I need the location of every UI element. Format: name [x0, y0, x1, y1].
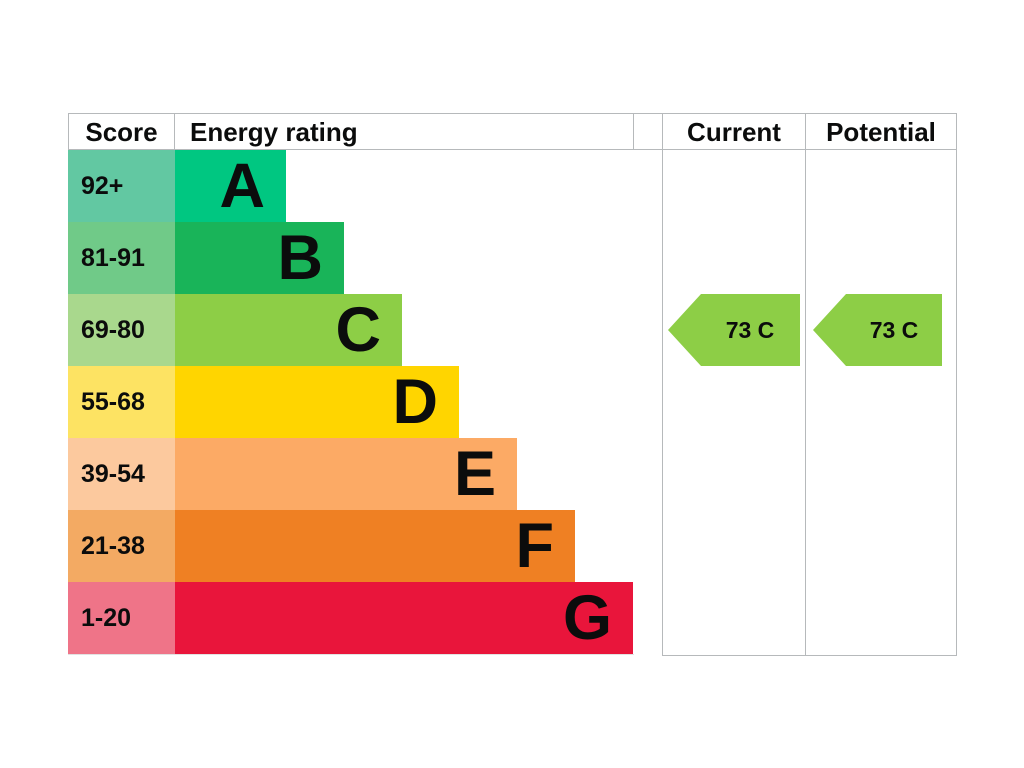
- chart-header-row: Score Energy rating Current Potential: [68, 113, 957, 150]
- header-gap: [634, 114, 662, 149]
- potential-column: [806, 150, 957, 656]
- current-column-header: Current: [662, 114, 806, 149]
- band-score-range-f: 21-38: [68, 510, 175, 582]
- current-column: [662, 150, 806, 656]
- score-column-header: Score: [68, 114, 175, 149]
- band-bar-d: D: [175, 366, 459, 438]
- band-score-range-c: 69-80: [68, 294, 175, 366]
- band-score-range-e: 39-54: [68, 438, 175, 510]
- band-row-c: 69-80 C: [68, 294, 662, 366]
- potential-rating-label: 73 C: [870, 317, 919, 343]
- band-bar-f: F: [175, 510, 575, 582]
- band-score-range-g: 1-20: [68, 582, 175, 654]
- band-row-b: 81-91 B: [68, 222, 662, 294]
- energy-rating-column-header: Energy rating: [175, 114, 634, 149]
- chart-bottom-line: [68, 654, 634, 655]
- band-bar-a: A: [175, 150, 286, 222]
- band-row-a: 92+ A: [68, 150, 662, 222]
- band-bar-c: C: [175, 294, 402, 366]
- potential-column-header: Potential: [806, 114, 957, 149]
- epc-energy-rating-chart: Score Energy rating Current Potential 92…: [68, 113, 957, 657]
- band-bar-g: G: [175, 582, 633, 654]
- potential-rating-arrow: 73 C: [813, 294, 942, 366]
- band-row-d: 55-68 D: [68, 366, 662, 438]
- band-score-range-b: 81-91: [68, 222, 175, 294]
- band-row-f: 21-38 F: [68, 510, 662, 582]
- potential-arrow-shape: [813, 294, 942, 366]
- band-bar-e: E: [175, 438, 517, 510]
- band-bar-b: B: [175, 222, 344, 294]
- band-rows: 92+ A 81-91 B 69-80 C 55-68 D 39-54 E 21-38 F 1-20 G: [68, 150, 662, 654]
- band-row-g: 1-20 G: [68, 582, 662, 654]
- band-row-e: 39-54 E: [68, 438, 662, 510]
- band-score-range-a: 92+: [68, 150, 175, 222]
- current-rating-arrow: 73 C: [668, 294, 800, 366]
- current-arrow-shape: [668, 294, 800, 366]
- current-rating-label: 73 C: [726, 317, 775, 343]
- band-score-range-d: 55-68: [68, 366, 175, 438]
